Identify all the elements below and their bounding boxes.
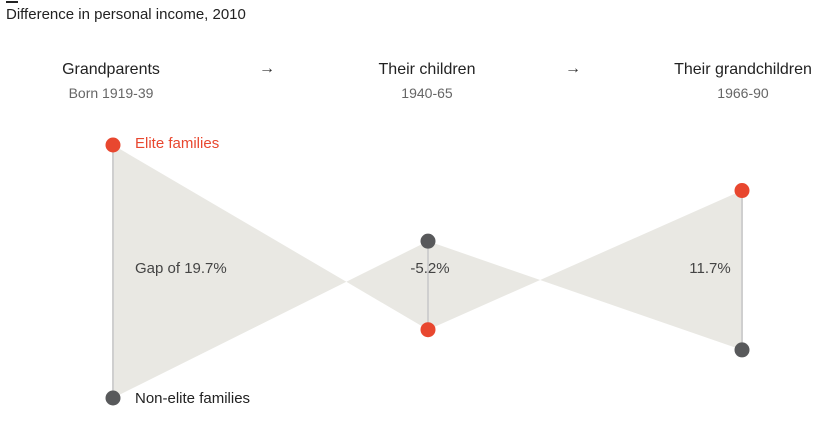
elite-point-children	[420, 322, 436, 338]
chart-title: Difference in personal income, 2010	[6, 6, 246, 23]
generation-header-grandchildren: Their grandchildren 1966-90	[643, 61, 826, 101]
generation-header-children: Their children 1940-65	[327, 61, 527, 101]
non-elite-point-children	[420, 233, 436, 249]
non-elite-point-grandparents	[105, 390, 121, 406]
non-elite-point-grandchildren	[734, 342, 750, 358]
gap-band-grandchildren	[540, 190, 742, 350]
gap-label-grandparents: Gap of 19.7%	[135, 260, 227, 277]
generation-years: 1966-90	[717, 85, 769, 101]
gap-label-children: -5.2%	[410, 260, 449, 277]
elite-point-grandchildren	[734, 183, 750, 199]
gap-band-grandparents	[113, 145, 347, 398]
title-rule	[6, 1, 18, 3]
gap-band-children	[346, 241, 541, 330]
arrow-icon: →	[565, 60, 581, 77]
generation-label: Grandparents	[62, 61, 160, 78]
arrow-icon: →	[259, 60, 275, 77]
gap-label-grandchildren: 11.7%	[689, 260, 730, 277]
generation-header-grandparents: Grandparents Born 1919-39	[11, 61, 211, 101]
elite-point-grandparents	[105, 137, 121, 153]
legend-non-elite-label: Non-elite families	[135, 390, 250, 407]
generation-label: Their grandchildren	[674, 61, 812, 78]
generation-label: Their children	[378, 61, 476, 78]
generation-years: Born 1919-39	[68, 85, 154, 101]
generation-years: 1940-65	[401, 85, 453, 101]
legend-elite-label: Elite families	[135, 135, 219, 152]
